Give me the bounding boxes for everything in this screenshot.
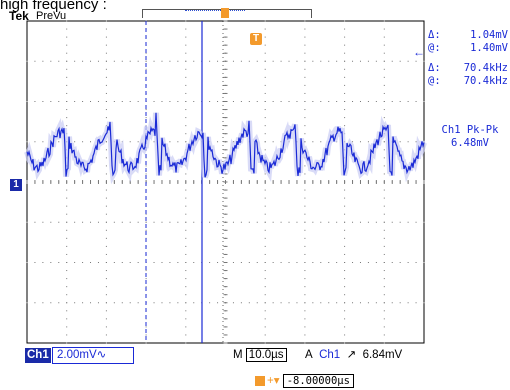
timebase-readout[interactable]: M 10.0µs — [233, 348, 287, 363]
trigger-offset-icon — [255, 375, 265, 386]
cursor-lines — [145, 21, 224, 343]
v-delta-label: Δ: — [428, 29, 441, 41]
trigger-offset-readout[interactable]: +▾ -8.00000µs — [255, 374, 354, 389]
timebase-prefix: M — [233, 349, 243, 361]
pk-pk-measurement: Ch1 Pk-Pk 6.48mV — [430, 124, 510, 150]
trigger-offset-arrows: +▾ — [267, 375, 280, 387]
measurement-label: Ch1 Pk-Pk — [441, 124, 499, 136]
trigger-mode: A — [305, 349, 313, 361]
t-delta-value: 70.4kHz — [463, 62, 508, 74]
cursor-arrow-icon: ← — [413, 45, 425, 59]
trigger-level: 6.84mV — [362, 349, 403, 361]
time-per-div: 10.0µs — [245, 348, 287, 362]
measurement-value: 6.48mV — [451, 137, 489, 149]
ch1-waveform — [26, 112, 425, 178]
ch1-volts-per-div[interactable]: 2.00mV∿ — [52, 347, 134, 364]
t-delta-label: Δ: — [428, 62, 441, 74]
v-delta-value: 1.04mV — [470, 29, 508, 41]
t-at-value: 70.4kHz — [463, 75, 508, 87]
view-window-indicator — [185, 10, 245, 16]
trigger-time-marker-icon[interactable]: T — [250, 33, 262, 45]
trigger-readout[interactable]: A Ch1 ↗ 6.84mV — [305, 348, 402, 363]
v-at-value: 1.40mV — [470, 42, 508, 54]
ch1-channel-tag[interactable]: Ch1 — [25, 348, 51, 363]
ch1-ground-marker[interactable]: 1 — [10, 179, 22, 191]
trigger-slope-icon: ↗ — [346, 349, 357, 361]
cursor-readout-panel: Δ: 1.04mV @: 1.40mV Δ: 70.4kHz @: 70.4kHz — [428, 29, 508, 88]
trigger-source: Ch1 — [319, 349, 341, 361]
t-at-label: @: — [428, 75, 441, 87]
brand-logo: Tek — [9, 9, 29, 23]
v-at-label: @: — [428, 42, 441, 54]
volts-per-div-value: 2.00mV — [57, 349, 97, 361]
caption-text: high frequency : — [0, 0, 107, 13]
acquisition-mode: PreVu — [36, 10, 67, 22]
trigger-offset-value: -8.00000µs — [282, 374, 354, 388]
trigger-position-marker[interactable] — [221, 8, 229, 18]
coupling-icon: ∿ — [96, 349, 107, 361]
